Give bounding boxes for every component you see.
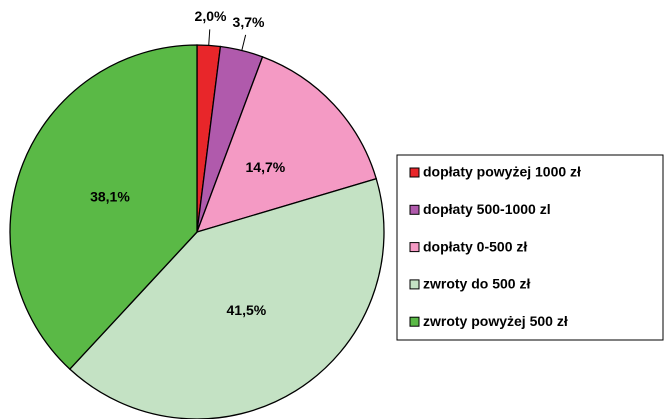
legend-swatch	[409, 279, 420, 290]
legend-swatch	[409, 204, 420, 215]
data-label: 14,7%	[246, 159, 286, 175]
data-label: 41,5%	[227, 302, 267, 318]
legend-label: dopłaty powyżej 1000 zł	[423, 164, 581, 180]
legend-box	[396, 154, 664, 341]
data-label: 3,7%	[233, 14, 265, 30]
data-label: 38,1%	[90, 189, 130, 205]
legend-swatch	[409, 242, 420, 253]
legend-swatch	[409, 167, 420, 178]
pie-slice	[68, 177, 385, 419]
legend-label: dopłaty 0-500 zł	[423, 238, 527, 254]
pie-slice	[9, 44, 198, 371]
leader-line	[241, 34, 247, 51]
data-label: 2,0%	[195, 8, 227, 24]
legend-label: zwroty do 500 zł	[423, 276, 530, 292]
legend-swatch	[409, 316, 420, 327]
pie-slice	[195, 56, 378, 233]
legend-label: zwroty powyżej 500 zł	[423, 313, 568, 329]
legend-label: dopłaty 500-1000 zl	[423, 201, 551, 217]
leader-line	[208, 29, 211, 46]
